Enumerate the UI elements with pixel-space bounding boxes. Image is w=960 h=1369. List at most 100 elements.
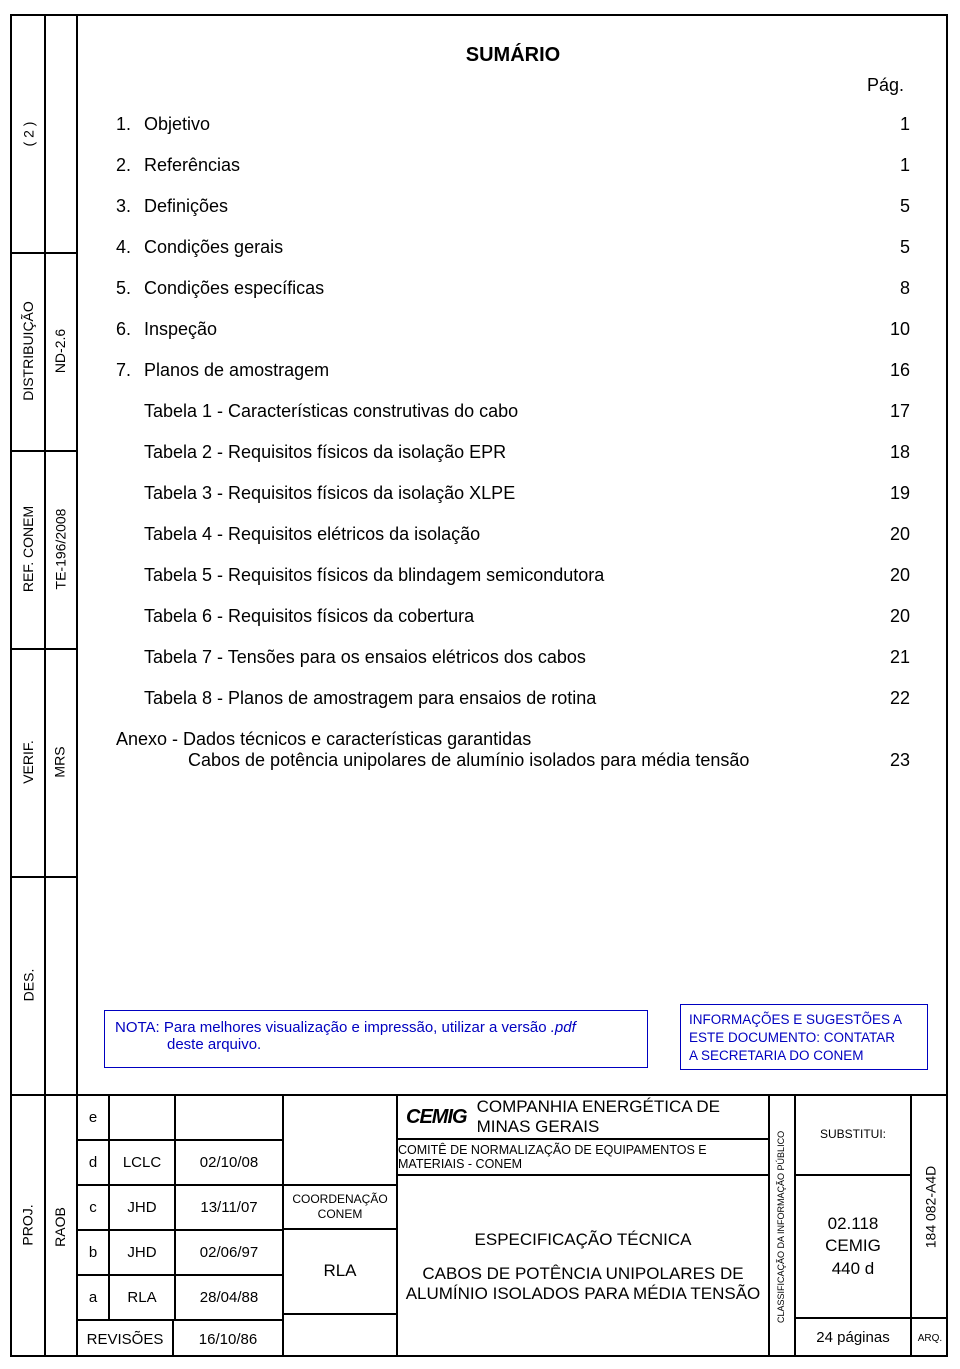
approval-column: COORDENAÇÃO CONEM RLA [284,1096,398,1357]
rev-letter: e [78,1096,110,1139]
doc-type: ESPECIFICAÇÃO TÉCNICA [475,1230,692,1250]
side-ref-cell: REF. CONEM [10,450,44,650]
appr-blank2 [284,1315,396,1357]
side-mrs-cell: MRS [44,648,78,878]
revision-row: aRLA28/04/88 [78,1276,282,1319]
side-mrs-value: MRS [52,746,68,777]
drawing-number-cell: 184 082-A4D [912,1096,948,1319]
appr-blank [284,1096,396,1186]
rev-by: LCLC [110,1141,176,1184]
toc-page: 17 [870,401,910,422]
side-page-label: ( 2 ) [20,122,36,147]
revision-row: cJHD13/11/07 [78,1186,282,1231]
nota-suffix: deste arquivo. [115,1036,261,1053]
toc-row: 7.Planos de amostragem16 [116,360,910,381]
toc-num: 2. [116,155,144,176]
toc-page: 1 [870,114,910,135]
side-proj-label: PROJ. [20,1204,36,1245]
doc-title-l1: CABOS DE POTÊNCIA UNIPOLARES DE [406,1264,761,1284]
toc-num: 3. [116,196,144,217]
classification-column: CLASSIFICAÇÃO DA INFORMAÇÃO PÚBLICO [768,1096,794,1357]
toc-num [116,688,144,709]
side-dist-label: DISTRIBUIÇÃO [20,301,36,401]
revisions-table: edLCLC02/10/08cJHD13/11/07bJHD02/06/97aR… [78,1096,284,1357]
rev-letter: c [78,1186,110,1229]
toc-label: Condições gerais [144,237,870,258]
title-block: RAOB edLCLC02/10/08cJHD13/11/07bJHD02/06… [44,1094,948,1357]
toc-label: Inspeção [144,319,870,340]
side-des-label: DES. [20,969,36,1002]
toc-label: Tabela 8 - Planos de amostragem para ens… [144,688,870,709]
nota-box: NOTA: Para melhores visualização e impre… [104,1010,648,1068]
annex-page: 23 [870,750,910,771]
toc-row: Tabela 4 - Requisitos elétricos da isola… [116,524,910,545]
toc-label: Tabela 7 - Tensões para os ensaios elétr… [144,647,870,668]
rev-by [110,1096,176,1139]
side-value-strip: ND-2.6 TE-196/2008 MRS [44,14,78,1082]
toc-annex: Anexo - Dados técnicos e características… [116,729,910,771]
toc-page: 20 [870,524,910,545]
toc-page: 20 [870,565,910,586]
toc-page: 8 [870,278,910,299]
substitui-cell: SUBSTITUI: [796,1096,910,1176]
drawing-number: 184 082-A4D [922,1165,938,1248]
toc-page: 19 [870,483,910,504]
arq-cell: ARQ. [912,1319,948,1357]
info-box: INFORMAÇÕES E SUGESTÕES A ESTE DOCUMENTO… [680,1004,928,1070]
tb-raob-cell: RAOB [44,1096,78,1357]
side-te-cell: TE-196/2008 [44,450,78,650]
toc-num [116,401,144,422]
side-des-cell: DES. [10,876,44,1096]
side-page-cell: ( 2 ) [10,14,44,254]
sumario-title: SUMÁRIO [116,44,910,67]
nota-pdf: .pdf [551,1019,576,1036]
rev-date [176,1096,282,1139]
code-l2: CEMIG [825,1235,881,1257]
side-nd-cell: ND-2.6 [44,252,78,452]
drawing-number-column: 184 082-A4D ARQ. [910,1096,948,1357]
revision-row: e [78,1096,282,1141]
classification-text: CLASSIFICAÇÃO DA INFORMAÇÃO PÚBLICO [777,1130,787,1322]
side-label-strip: ( 2 ) DISTRIBUIÇÃO REF. CONEM VERIF. DES… [10,14,44,1357]
toc-page: 5 [870,237,910,258]
side-inner-blank2 [44,876,78,1096]
toc-label: Tabela 6 - Requisitos físicos da cobertu… [144,606,870,627]
toc-num [116,483,144,504]
rev-date: 28/04/88 [176,1276,282,1319]
toc-row: 4.Condições gerais5 [116,237,910,258]
side-dist-cell: DISTRIBUIÇÃO [10,252,44,452]
toc-row: 1.Objetivo1 [116,114,910,135]
toc-row: Tabela 3 - Requisitos físicos da isolaçã… [116,483,910,504]
toc-row: Tabela 1 - Características construtivas … [116,401,910,422]
toc-num: 4. [116,237,144,258]
rev-letter: b [78,1231,110,1274]
revision-row: bJHD02/06/97 [78,1231,282,1276]
info-l1: INFORMAÇÕES E SUGESTÕES A [689,1011,919,1029]
company-name: COMPANHIA ENERGÉTICA DE MINAS GERAIS [477,1097,768,1137]
side-verif-cell: VERIF. [10,648,44,878]
toc-num [116,565,144,586]
coord-l2: CONEM [292,1207,387,1221]
appr-coord: COORDENAÇÃO CONEM [284,1186,396,1230]
side-te-value: TE-196/2008 [52,509,68,590]
toc-label: Definições [144,196,870,217]
doc-code-cell: 02.118 CEMIG 440 d [796,1176,910,1319]
toc-page: 16 [870,360,910,381]
toc-page: 22 [870,688,910,709]
code-l3: 440 d [832,1258,875,1280]
side-nd-value: ND-2.6 [52,329,68,373]
company-row: CEMIG COMPANHIA ENERGÉTICA DE MINAS GERA… [398,1096,768,1140]
rev-footer-date: 16/10/86 [174,1321,282,1357]
toc-row: Tabela 6 - Requisitos físicos da cobertu… [116,606,910,627]
toc-label: Condições específicas [144,278,870,299]
right-info-block: SUBSTITUI: 02.118 CEMIG 440 d 24 páginas [794,1096,910,1357]
toc-label: Tabela 4 - Requisitos elétricos da isola… [144,524,870,545]
toc-label: Tabela 3 - Requisitos físicos da isolaçã… [144,483,870,504]
toc-num [116,524,144,545]
info-l3: A SECRETARIA DO CONEM [689,1047,919,1065]
rev-letter: d [78,1141,110,1184]
toc-num: 5. [116,278,144,299]
toc-page: 10 [870,319,910,340]
toc-label: Objetivo [144,114,870,135]
rev-footer: REVISÕES 16/10/86 [78,1319,282,1357]
